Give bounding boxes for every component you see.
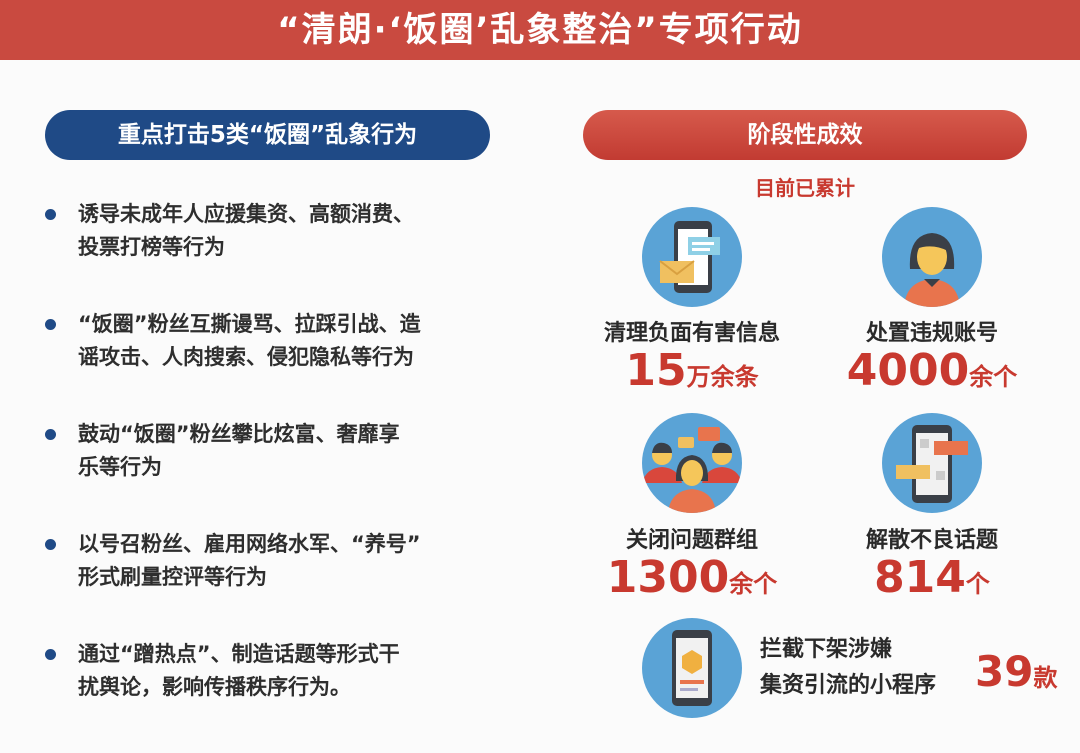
line: 乐等行为 bbox=[78, 455, 162, 479]
bullet-icon bbox=[45, 319, 56, 330]
stat-label: 集资引流的小程序 bbox=[760, 673, 937, 698]
stat-unit: 余个 bbox=[969, 363, 1018, 391]
mini-program-icon bbox=[642, 618, 742, 718]
stat-unit: 款 bbox=[1033, 664, 1058, 692]
stat-label: 关闭问题群组 bbox=[625, 528, 758, 553]
phone-message-icon bbox=[642, 207, 742, 307]
stat-value: 814 bbox=[874, 552, 966, 603]
line: 以号召粉丝、雇用网络水军、“养号” bbox=[78, 532, 421, 556]
bullet-icon bbox=[45, 429, 56, 440]
line: 形式刷量控评等行为 bbox=[78, 565, 267, 589]
stat-label: 拦截下架涉嫌 bbox=[760, 637, 893, 662]
line: 诱导未成年人应援集资、高额消费、 bbox=[78, 202, 414, 226]
stat-harmful-info: 清理负面有害信息 15万余条 bbox=[572, 315, 812, 402]
list-item: 诱导未成年人应援集资、高额消费、 投票打榜等行为 bbox=[45, 198, 515, 264]
stat-label: 解散不良话题 bbox=[865, 528, 998, 553]
stat-unit: 万余条 bbox=[686, 363, 759, 391]
line: 谣攻击、人肉搜索、侵犯隐私等行为 bbox=[78, 345, 414, 369]
stat-topics: 解散不良话题 814个 bbox=[812, 522, 1052, 609]
stat-value: 39 bbox=[975, 647, 1034, 696]
group-chat-icon bbox=[642, 413, 742, 513]
list-item: “饭圈”粉丝互撕谩骂、拉踩引战、造 谣攻击、人肉搜索、侵犯隐私等行为 bbox=[45, 308, 515, 374]
stat-mini-programs: 拦截下架涉嫌 集资引流的小程序 39款 bbox=[760, 632, 1057, 704]
phone-chat-icon bbox=[882, 413, 982, 513]
stat-value: 1300 bbox=[606, 552, 730, 603]
bullet-icon bbox=[45, 649, 56, 660]
stat-value: 15 bbox=[625, 345, 687, 396]
subheading: 目前已累计 bbox=[755, 176, 855, 200]
bullet-icon bbox=[45, 539, 56, 550]
stat-label: 清理负面有害信息 bbox=[603, 321, 780, 346]
stat-label: 处置违规账号 bbox=[865, 321, 998, 346]
list-item: 通过“蹭热点”、制造话题等形式干 扰舆论，影响传播秩序行为。 bbox=[45, 638, 515, 704]
stat-value: 4000 bbox=[846, 345, 970, 396]
page-title: “清朗·‘饭圈’乱象整治”专项行动 bbox=[0, 0, 1080, 60]
stat-unit: 余个 bbox=[729, 570, 778, 598]
line: 扰舆论，影响传播秩序行为。 bbox=[78, 675, 351, 699]
list-item: 鼓动“饭圈”粉丝攀比炫富、奢靡享 乐等行为 bbox=[45, 418, 515, 484]
user-account-icon bbox=[882, 207, 982, 307]
stat-groups: 关闭问题群组 1300余个 bbox=[572, 522, 812, 609]
line: 鼓动“饭圈”粉丝攀比炫富、奢靡享 bbox=[78, 422, 400, 446]
right-heading: 阶段性成效 bbox=[583, 110, 1027, 160]
stat-accounts: 处置违规账号 4000余个 bbox=[812, 315, 1052, 402]
list-item: 以号召粉丝、雇用网络水军、“养号” 形式刷量控评等行为 bbox=[45, 528, 515, 594]
bullet-icon bbox=[45, 209, 56, 220]
line: 投票打榜等行为 bbox=[78, 235, 225, 259]
line: 通过“蹭热点”、制造话题等形式干 bbox=[78, 642, 400, 666]
line: “饭圈”粉丝互撕谩骂、拉踩引战、造 bbox=[78, 312, 421, 336]
left-heading: 重点打击5类“饭圈”乱象行为 bbox=[45, 110, 490, 160]
stat-unit: 个 bbox=[965, 570, 990, 598]
